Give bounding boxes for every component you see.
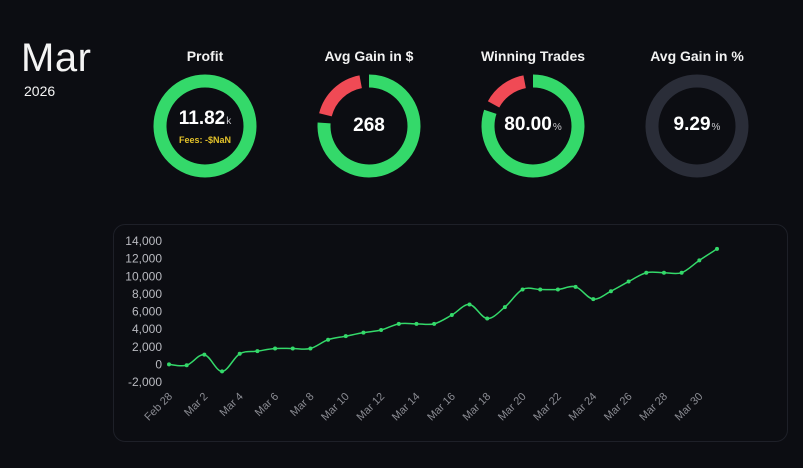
y-tick-label: -2,000 [128, 375, 162, 389]
data-point[interactable] [591, 297, 596, 302]
x-tick-label: Mar 30 [673, 391, 706, 424]
stat-value: 268 [353, 115, 385, 136]
data-point[interactable] [467, 302, 472, 307]
ring-center: 11.82k Fees: -$NaN [145, 74, 265, 178]
data-point[interactable] [626, 279, 631, 284]
x-tick-label: Mar 8 [288, 391, 316, 419]
x-tick-label: Mar 26 [602, 391, 635, 424]
month-title: Mar [21, 36, 92, 80]
data-point[interactable] [661, 270, 666, 275]
ring-track [645, 74, 749, 178]
stat-suffix: k [226, 115, 232, 127]
data-point[interactable] [202, 352, 207, 357]
x-tick-label: Mar 2 [182, 391, 210, 419]
y-tick-label: 4,000 [132, 322, 162, 336]
x-tick-label: Mar 14 [390, 391, 423, 424]
y-tick-label: 10,000 [125, 269, 162, 283]
data-point[interactable] [273, 346, 278, 351]
x-tick-label: Mar 18 [461, 391, 494, 424]
data-point[interactable] [555, 287, 560, 292]
x-tick-label: Mar 22 [531, 391, 564, 424]
ring-center: 9.29% [637, 74, 757, 178]
stat-3: Avg Gain in % 9.29% [637, 46, 757, 178]
data-point[interactable] [220, 369, 225, 374]
stat-1: Avg Gain in $ 268 [309, 46, 429, 178]
equity-line-chart: -2,000 0 2,000 4,000 6,000 8,000 10,000 12,000 1… [125, 234, 719, 424]
data-point[interactable] [326, 337, 331, 342]
data-point[interactable] [167, 362, 171, 367]
data-point[interactable] [361, 330, 366, 335]
stat-ring [317, 74, 421, 178]
data-point[interactable] [520, 287, 525, 292]
y-tick-label: 6,000 [132, 305, 162, 319]
y-tick-label: 8,000 [132, 287, 162, 301]
x-tick-label: Mar 28 [637, 391, 670, 424]
data-point[interactable] [290, 346, 295, 351]
data-point[interactable] [396, 321, 401, 326]
stat-suffix: % [552, 121, 562, 133]
ring-center: 80.00% [473, 74, 593, 178]
x-tick-label: Mar 4 [217, 391, 245, 419]
ring-center: 268 [309, 74, 429, 178]
x-tick-label: Mar 10 [319, 391, 352, 424]
data-point[interactable] [644, 270, 649, 275]
ring-track [153, 74, 257, 178]
y-tick-label: 12,000 [125, 252, 162, 266]
stat-ring [645, 74, 749, 178]
data-point[interactable] [608, 289, 613, 294]
stat-suffix: % [711, 121, 721, 133]
data-point[interactable] [485, 316, 490, 321]
data-point[interactable] [502, 305, 507, 310]
y-tick-label: 14,000 [125, 234, 162, 248]
equity-series-line [168, 248, 718, 373]
x-tick-label: Mar 12 [355, 391, 388, 424]
x-tick-label: Mar 6 [253, 391, 281, 419]
data-point[interactable] [414, 321, 419, 326]
data-point[interactable] [343, 334, 348, 339]
data-point[interactable] [237, 351, 242, 356]
data-point[interactable] [679, 270, 684, 275]
data-point[interactable] [697, 258, 702, 263]
y-tick-label: 2,000 [132, 340, 162, 354]
equity-chart-card: -2,000 0 2,000 4,000 6,000 8,000 10,000 12,000 1… [113, 224, 788, 442]
stat-ring [481, 74, 585, 178]
data-point[interactable] [573, 284, 578, 289]
year-label: 2026 [24, 83, 56, 99]
stat-label: Avg Gain in % [650, 48, 744, 64]
stat-label: Profit [186, 48, 224, 64]
ring-positive-segment [481, 74, 585, 178]
stat-value: 9.29% [673, 113, 721, 135]
x-tick-label: Mar 24 [567, 391, 600, 424]
stat-ring [153, 74, 257, 178]
x-tick-label: Feb 28 [142, 391, 175, 424]
data-point[interactable] [449, 313, 454, 318]
data-point[interactable] [308, 346, 313, 351]
data-point[interactable] [255, 349, 260, 354]
stat-label: Winning Trades [480, 48, 586, 64]
stat-0: Profit 11.82k Fees: -$NaN [145, 46, 265, 178]
data-point[interactable] [184, 363, 189, 368]
data-point[interactable] [538, 287, 543, 292]
ring-negative-segment [317, 74, 421, 178]
data-point[interactable] [379, 328, 384, 333]
data-point[interactable] [715, 246, 719, 251]
x-tick-label: Mar 20 [496, 391, 529, 424]
stat-value: 80.00% [504, 113, 562, 135]
data-point[interactable] [432, 321, 437, 326]
stat-label: Avg Gain in $ [324, 48, 414, 64]
stat-fees: Fees: -$NaN [178, 134, 232, 145]
ring-positive-segment [317, 74, 421, 178]
stat-value: 11.82k [178, 107, 232, 129]
x-tick-label: Mar 16 [425, 391, 458, 424]
y-tick-label: 0 [155, 357, 162, 371]
stat-2: Winning Trades 80.00% [473, 46, 593, 178]
